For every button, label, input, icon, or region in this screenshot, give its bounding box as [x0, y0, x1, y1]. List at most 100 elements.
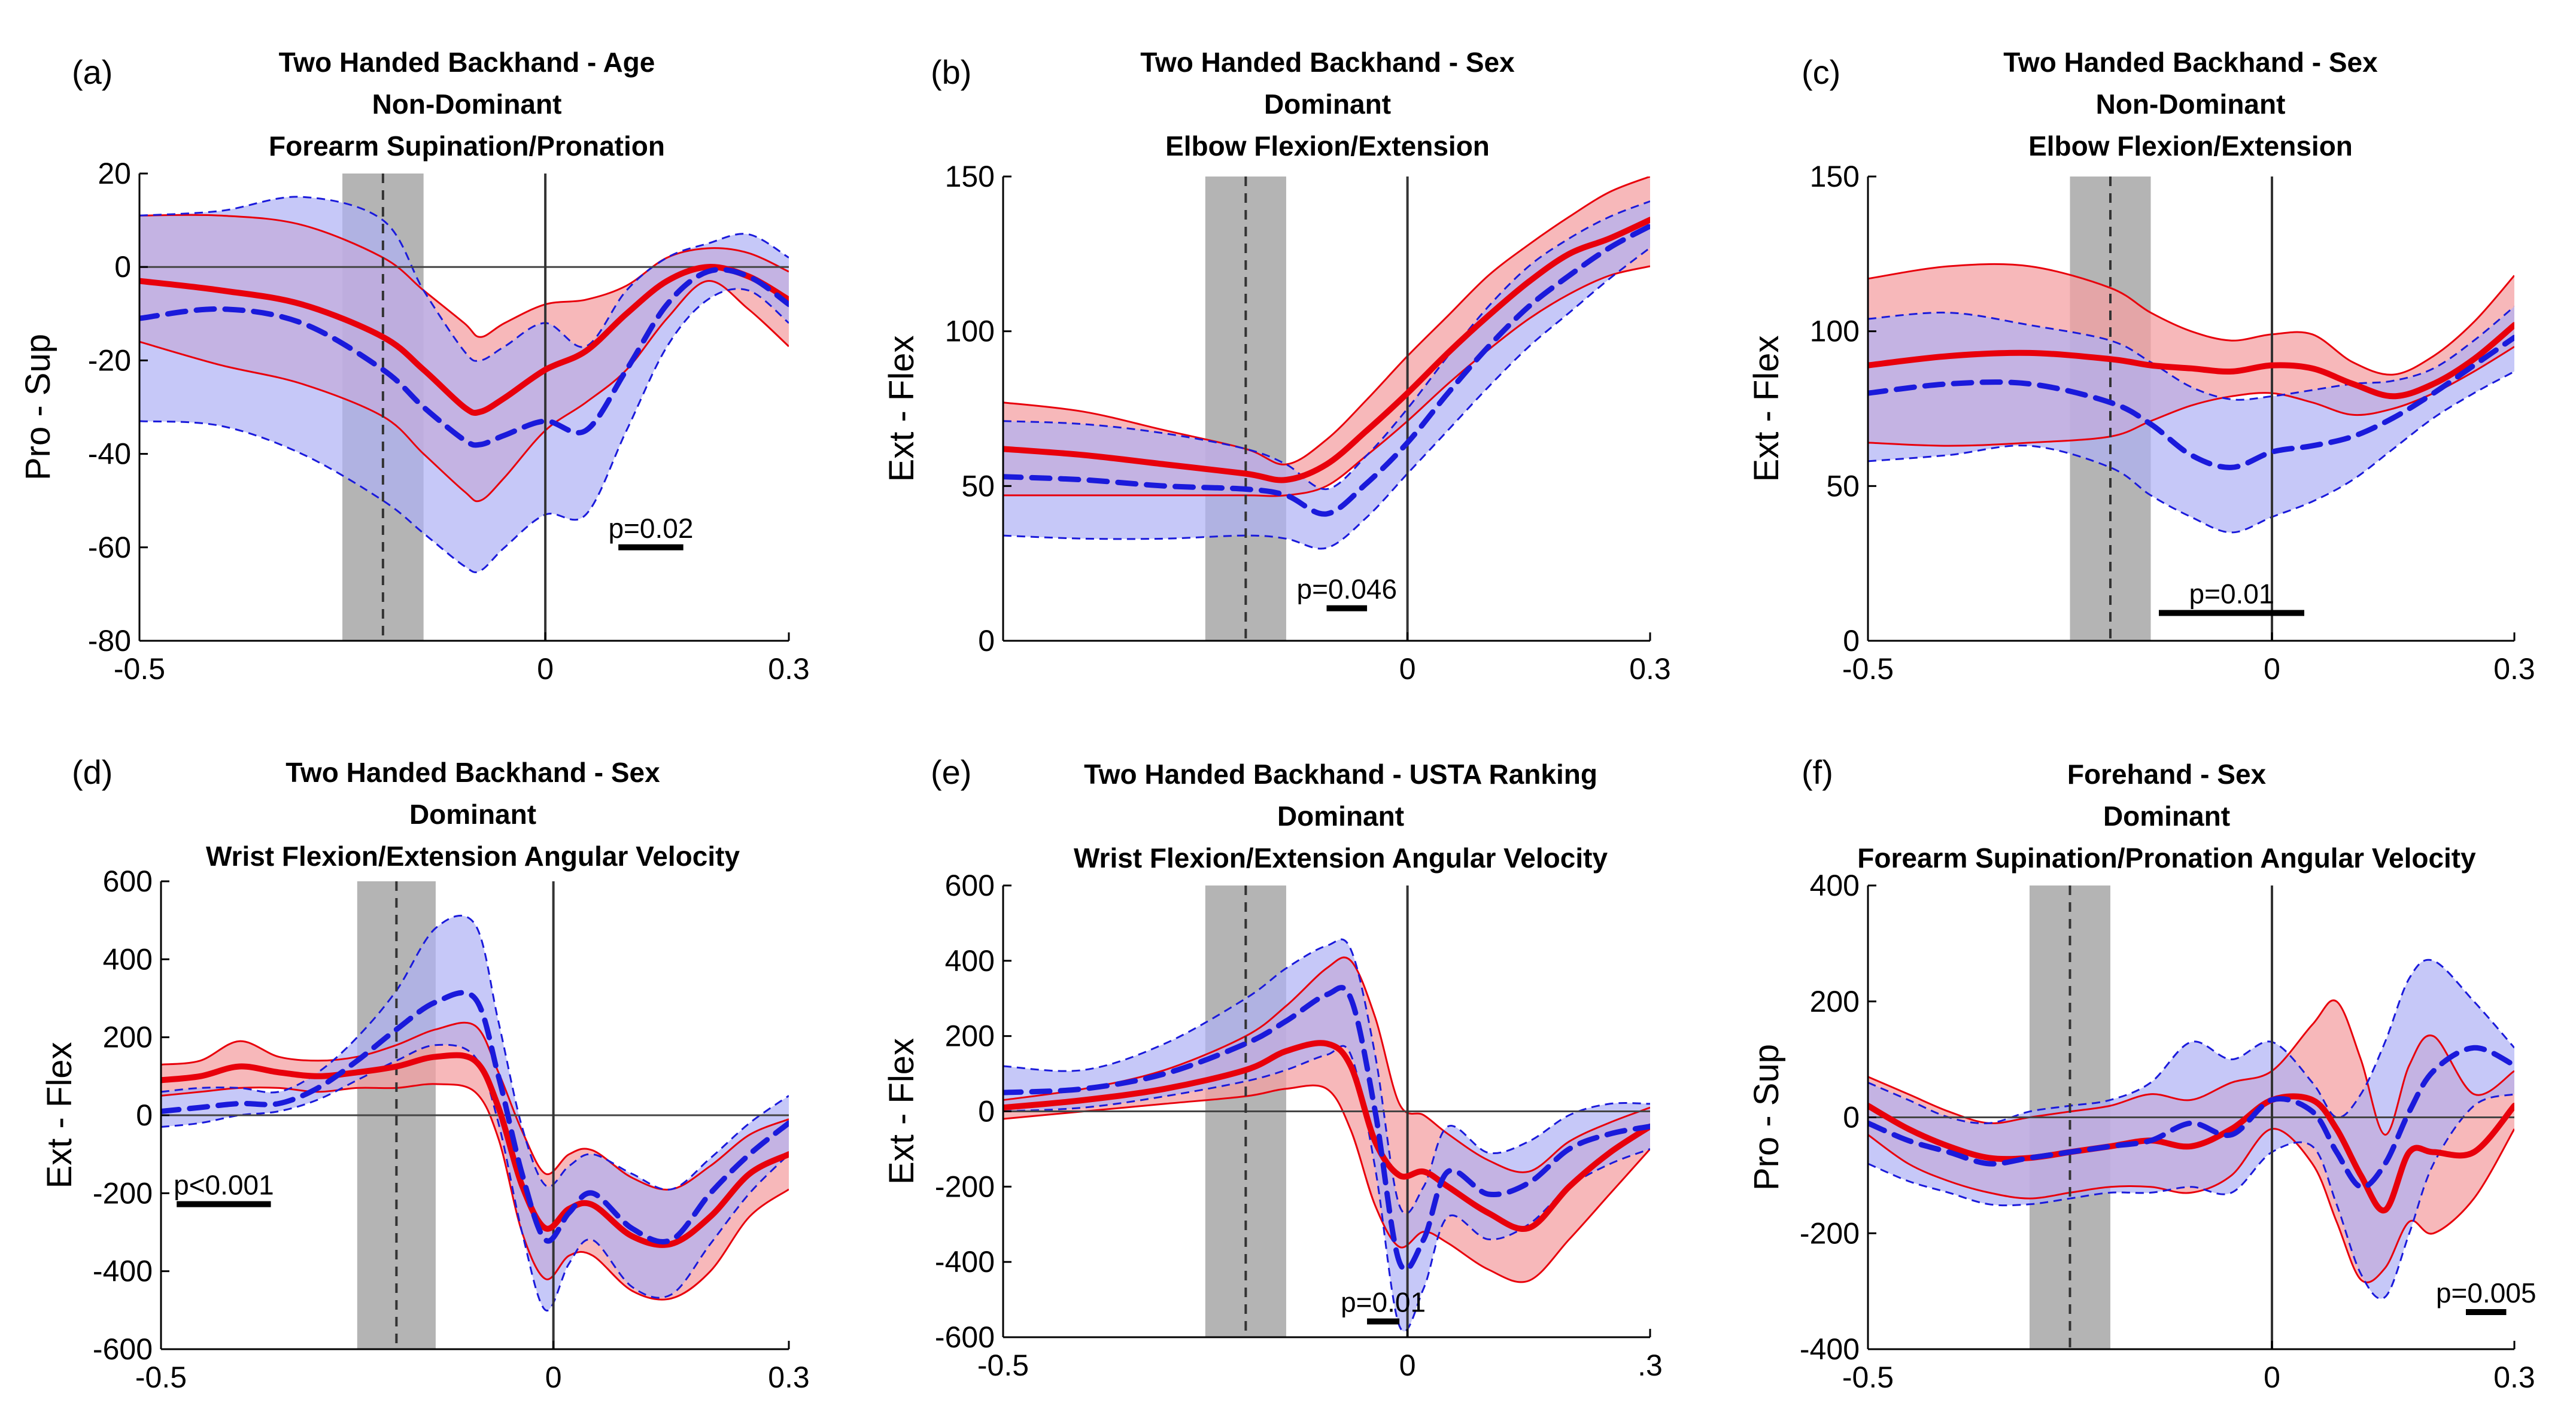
- chart-title-line-1: Two Handed Backhand - Sex: [285, 757, 660, 788]
- y-tick-label: 400: [945, 944, 995, 978]
- y-tick-label: 150: [1810, 160, 1860, 193]
- x-tick-label: 0.3: [768, 1361, 810, 1394]
- plot-area: [139, 174, 789, 641]
- y-tick-label: 20: [98, 157, 131, 190]
- significance-label: p=0.02: [608, 513, 693, 544]
- red-series-mean-line: [1003, 1040, 1650, 1232]
- y-tick-label: -200: [1800, 1216, 1860, 1250]
- red-band-upper-edge: [1003, 956, 1650, 1173]
- plot-area: [1868, 176, 2514, 641]
- y-tick-label: 400: [1810, 869, 1860, 902]
- y-tick-label: 0: [978, 1095, 995, 1128]
- blue-series-band: [1868, 306, 2514, 532]
- blue-band-upper-edge: [1868, 306, 2514, 401]
- red-band-upper-edge: [1868, 263, 2514, 376]
- blue-band-upper-edge: [1003, 200, 1650, 491]
- x-tick-label: -0.5: [1842, 652, 1894, 686]
- significance-label: p=0.046: [1297, 574, 1398, 605]
- red-series-mean-line: [161, 1052, 789, 1248]
- plot-area: [1868, 885, 2514, 1349]
- y-tick-label: 0: [978, 624, 995, 658]
- y-tick-label: -400: [93, 1255, 153, 1288]
- panel-label: (e): [931, 753, 971, 791]
- y-tick-label: -200: [93, 1176, 153, 1210]
- chart-title-line-1: Forehand - Sex: [2067, 759, 2267, 790]
- y-tick-label: 0: [114, 250, 131, 284]
- chart-title-line-1: Two Handed Backhand - USTA Ranking: [1084, 759, 1597, 790]
- panel-label: (b): [931, 53, 971, 91]
- chart-title-line-2: Non-Dominant: [372, 89, 562, 120]
- y-tick-label: 50: [1826, 469, 1860, 503]
- chart-title-line-3: Elbow Flexion/Extension: [2028, 130, 2353, 162]
- blue-series-mean-line: [139, 267, 789, 448]
- x-tick-label: 0: [2264, 652, 2280, 686]
- y-axis-label: Ext - Flex: [882, 336, 921, 482]
- significance-label: p=0.01: [2189, 578, 2274, 609]
- chart-title-line-2: Non-Dominant: [2096, 89, 2286, 120]
- blue-series-band: [139, 196, 789, 573]
- y-tick-label: 100: [945, 315, 995, 348]
- blue-series-mean-line: [1003, 985, 1650, 1273]
- blue-band-upper-edge: [161, 914, 789, 1191]
- y-tick-label: -40: [88, 437, 131, 471]
- red-band-upper-edge: [1003, 176, 1650, 465]
- x-tick-label: 0: [2264, 1361, 2280, 1394]
- chart-title-line-3: Forearm Supination/Pronation: [269, 130, 665, 162]
- y-tick-label: 200: [945, 1020, 995, 1053]
- chart-panel-b: (b) Two Handed Backhand - Sex Dominant Elbo…: [882, 47, 1671, 686]
- y-tick-label: -200: [935, 1170, 995, 1203]
- chart-panel-e: (e) Two Handed Backhand - USTA Ranking Dom…: [882, 753, 1663, 1382]
- significance-label: p<0.001: [174, 1170, 274, 1201]
- blue-band-upper-edge: [1003, 938, 1650, 1215]
- x-tick-label: 0: [537, 652, 554, 686]
- red-band-lower-edge: [139, 280, 789, 503]
- y-tick-label: 400: [103, 942, 153, 976]
- chart-title-line-3: Wrist Flexion/Extension Angular Velocity: [206, 841, 740, 872]
- y-tick-label: -600: [935, 1320, 995, 1354]
- y-axis-label: Pro - Sup: [1747, 1044, 1786, 1191]
- plot-area: [1003, 885, 1650, 1337]
- blue-band-lower-edge: [1868, 1093, 2514, 1300]
- blue-band-upper-edge: [1868, 958, 2514, 1125]
- red-band-lower-edge: [1003, 265, 1650, 497]
- y-tick-label: -400: [1800, 1332, 1860, 1366]
- red-band-lower-edge: [1868, 1128, 2514, 1283]
- y-axis-label: Pro - Sup: [19, 334, 57, 480]
- blue-band-lower-edge: [1003, 247, 1650, 550]
- plot-area: [1003, 176, 1650, 641]
- y-tick-label: 50: [961, 469, 995, 503]
- y-tick-label: -20: [88, 343, 131, 377]
- chart-title-line-3: Wrist Flexion/Extension Angular Velocity: [1074, 842, 1608, 874]
- y-tick-label: -60: [88, 531, 131, 564]
- blue-series-band: [1003, 939, 1650, 1332]
- red-band-lower-edge: [1003, 1084, 1650, 1283]
- chart-title-line-1: Two Handed Backhand - Age: [279, 47, 655, 78]
- red-series-mean-line: [1003, 217, 1650, 483]
- chart-title-line-1: Two Handed Backhand - Sex: [1140, 47, 1515, 78]
- plot-area: [161, 881, 789, 1349]
- blue-series-mean-line: [1868, 334, 2514, 470]
- blue-band-upper-edge: [139, 196, 789, 362]
- chart-title-line-2: Dominant: [1277, 801, 1404, 832]
- y-tick-label: 600: [103, 865, 153, 898]
- chart-panel-a: (a) Two Handed Backhand - Age Non-Dominant…: [19, 47, 810, 686]
- y-tick-label: -600: [93, 1332, 153, 1366]
- y-tick-label: 0: [1843, 624, 1860, 658]
- x-tick-label: 0: [1399, 1349, 1416, 1382]
- chart-panel-f: (f) Forehand - Sex Dominant Forearm Supinat…: [1747, 753, 2536, 1394]
- x-tick-label: -0.5: [1842, 1361, 1894, 1394]
- red-series-mean-line: [139, 264, 789, 416]
- chart-panel-c: (c) Two Handed Backhand - Sex Non-Dominant…: [1747, 47, 2535, 686]
- y-axis-label: Ext - Flex: [1747, 336, 1786, 482]
- x-tick-label: .3: [1638, 1349, 1663, 1382]
- x-tick-label: 0: [545, 1361, 562, 1394]
- red-band-upper-edge: [139, 214, 789, 338]
- chart-title-line-3: Elbow Flexion/Extension: [1165, 130, 1490, 162]
- red-series-mean-line: [1868, 1093, 2514, 1214]
- x-tick-label: 0.3: [2493, 652, 2535, 686]
- chart-panel-d: (d) Two Handed Backhand - Sex Dominant Wris…: [40, 753, 810, 1394]
- y-tick-label: 0: [136, 1098, 153, 1132]
- x-tick-label: -0.5: [977, 1349, 1029, 1382]
- x-tick-label: 0.3: [2493, 1361, 2535, 1394]
- y-tick-label: 100: [1810, 315, 1860, 348]
